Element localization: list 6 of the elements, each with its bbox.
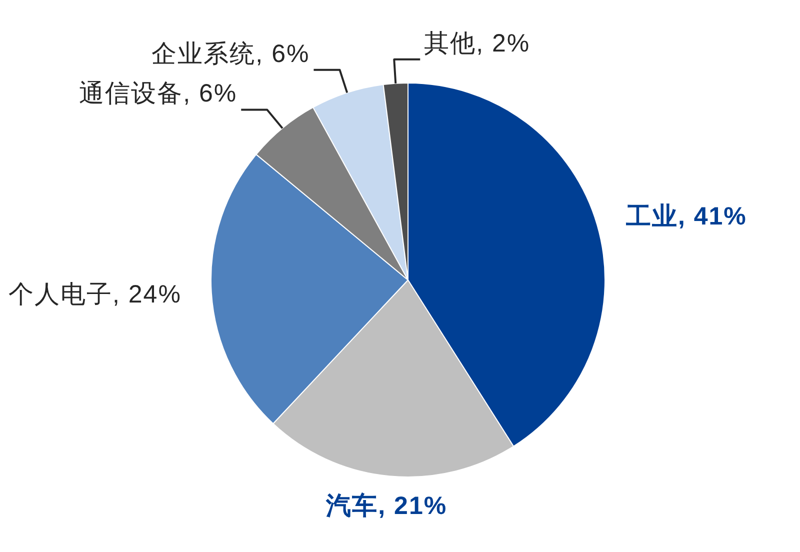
slice-label: 个人电子, 24% [8, 280, 182, 308]
slice-label: 工业, 41% [624, 202, 747, 231]
slice-label: 其他, 2% [424, 29, 530, 58]
slice-label: 通信设备, 6% [79, 80, 238, 108]
slice-label: 企业系统, 6% [152, 40, 310, 68]
slice-label: 汽车, 21% [325, 492, 448, 520]
